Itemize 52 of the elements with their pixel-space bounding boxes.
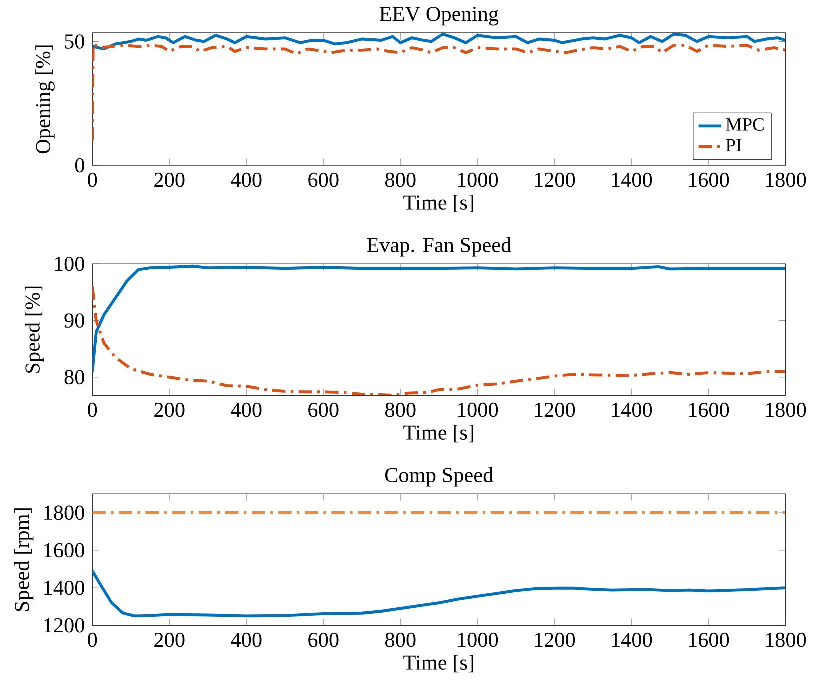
chart-title: Comp Speed [385, 467, 494, 487]
x-axis-title: Time [s] [404, 654, 474, 672]
legend-label: MPC [726, 118, 764, 131]
y-tick-label: 1400 [44, 580, 84, 596]
x-tick-label: 1800 [766, 172, 806, 188]
x-tick-label: 200 [154, 402, 185, 418]
x-tick-label: 1600 [689, 172, 730, 188]
x-tick-label: 400 [231, 632, 262, 648]
y-tick-label: 50 [65, 34, 84, 49]
x-axis-title: Time [s] [404, 424, 474, 442]
x-tick-label: 1800 [766, 632, 806, 648]
x-axis-title: Time [s] [404, 194, 474, 212]
chart-title: EEV Opening [380, 6, 499, 26]
x-tick-label: 1200 [535, 402, 576, 418]
y-tick-label: 100 [55, 256, 84, 272]
x-tick-label: 1000 [458, 632, 498, 648]
y-tick-label: 1200 [44, 618, 84, 633]
y-tick-label: 0 [75, 158, 84, 173]
chart-title: Evap. Fan Speed [367, 237, 512, 257]
x-tick-label: 600 [308, 172, 339, 188]
x-tick-label: 1600 [689, 632, 730, 648]
legend-label: PI [726, 139, 742, 152]
x-tick-label: 600 [308, 402, 339, 418]
x-tick-label: 1400 [612, 632, 652, 648]
y-tick-label: 80 [64, 370, 84, 384]
x-tick-label: 400 [231, 402, 262, 418]
x-tick-label: 1000 [458, 402, 498, 418]
x-tick-label: 0 [88, 402, 98, 418]
x-tick-label: 1000 [458, 172, 498, 188]
y-axis-title: Opening [%] [36, 46, 55, 154]
x-tick-label: 200 [154, 172, 185, 188]
x-tick-label: 800 [386, 632, 416, 648]
y-axis-title: Speed [%] [25, 286, 44, 373]
x-tick-label: 0 [88, 632, 98, 648]
line-series [92, 285, 786, 396]
line-series [92, 32, 786, 50]
x-tick-label: 200 [154, 632, 185, 648]
x-tick-label: 1400 [612, 172, 652, 188]
x-tick-label: 1200 [535, 632, 576, 648]
x-tick-label: 400 [231, 172, 262, 188]
x-tick-label: 1800 [766, 402, 806, 418]
x-tick-label: 800 [386, 402, 416, 418]
x-tick-label: 1400 [612, 402, 652, 418]
x-tick-label: 1600 [689, 402, 730, 418]
y-tick-label: 90 [64, 313, 84, 328]
x-tick-label: 800 [386, 172, 416, 188]
x-tick-label: 0 [88, 172, 98, 188]
x-tick-label: 1200 [535, 172, 576, 188]
y-tick-label: 1800 [44, 506, 84, 520]
x-tick-label: 600 [308, 632, 339, 648]
y-tick-label: 1600 [44, 543, 84, 558]
y-axis-title: Speed [rpm] [14, 508, 34, 612]
